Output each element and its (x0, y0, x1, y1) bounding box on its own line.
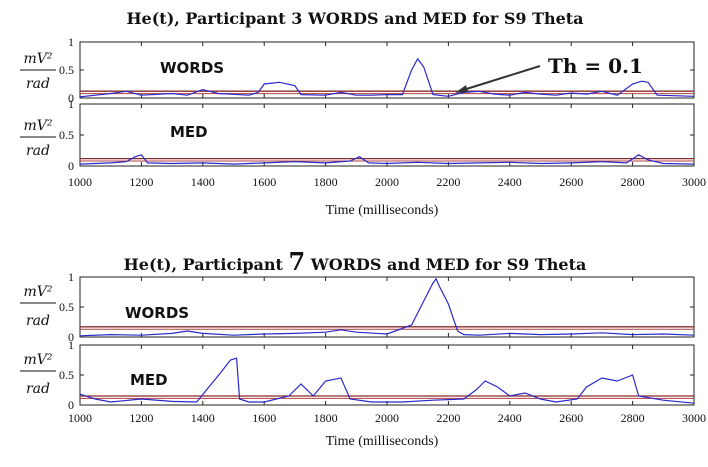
x-tick-label: 1000 (68, 411, 92, 425)
top-words-ylabel-den: rad (26, 76, 50, 92)
top-med-panel: 0 0.5 1 1000 1200 1400 1600 1800 2000 2200 2400 260… (59, 97, 706, 189)
x-tick-label: 1800 (314, 411, 338, 425)
y-tick-label: 0 (68, 159, 74, 173)
x-tick-label: 2600 (559, 175, 583, 189)
top-words-panel: 0 0.5 1 WORDS (59, 35, 695, 105)
y-tick-label: 1 (68, 97, 74, 111)
series-line (79, 154, 695, 165)
x-tick-label: 2400 (498, 175, 522, 189)
y-tick-label: 0.5 (59, 128, 74, 142)
x-tick-label: 1600 (252, 175, 276, 189)
bottom-med-ylabel-num: mV² (24, 352, 53, 368)
bottom-title-number: 7 (288, 247, 305, 276)
y-tick-label: 0.5 (59, 300, 74, 314)
x-tick-label: 3000 (682, 411, 706, 425)
top-med-ylabel-den: rad (26, 143, 50, 159)
panel-label: WORDS (160, 59, 224, 77)
y-tick-label: 0 (68, 91, 74, 105)
y-tick-label: 1 (68, 270, 74, 284)
x-tick-label: 1200 (129, 411, 153, 425)
panel-label: MED (130, 371, 168, 389)
x-tick-label: 1600 (252, 411, 276, 425)
series-line (79, 277, 695, 337)
bottom-chart-title: He(t), Participant 7 WORDS and MED for S… (124, 247, 587, 276)
x-tick-label: 2000 (375, 175, 399, 189)
x-tick-label: 1800 (314, 175, 338, 189)
x-tick-label: 1000 (68, 175, 92, 189)
threshold-annotation: Th = 0.1 (548, 54, 643, 78)
bottom-title-part1: He(t), Participant (124, 255, 289, 274)
y-tick-label: 1 (68, 35, 74, 49)
top-words-ylabel-num: mV² (24, 51, 53, 67)
y-tick-label: 0 (68, 330, 74, 344)
bottom-med-ylabel-den: rad (26, 381, 50, 397)
y-tick-label: 0 (68, 398, 74, 412)
x-tick-label: 2200 (436, 411, 460, 425)
y-tick-label: 0.5 (59, 63, 74, 77)
x-tick-label: 2200 (436, 175, 460, 189)
bottom-title-part3: WORDS and MED for S9 Theta (305, 255, 586, 274)
top-med-ylabel-num: mV² (24, 118, 53, 134)
y-tick-label: 1 (68, 338, 74, 352)
x-tick-label: 1400 (191, 411, 215, 425)
y-tick-label: 0.5 (59, 368, 74, 382)
top-xlabel: Time (milliseconds) (326, 203, 439, 218)
x-tick-label: 2800 (621, 411, 645, 425)
threshold-arrow (459, 65, 541, 92)
x-tick-label: 3000 (682, 175, 706, 189)
x-tick-label: 2800 (621, 175, 645, 189)
x-tick-label: 2400 (498, 411, 522, 425)
threshold-arrowhead (455, 85, 468, 93)
series-line (79, 57, 695, 98)
x-tick-label: 1200 (129, 175, 153, 189)
top-chart-title: He(t), Participant 3 WORDS and MED for S… (126, 9, 583, 28)
bottom-words-ylabel-den: rad (26, 313, 50, 329)
plot-frame (79, 344, 695, 406)
bottom-words-ylabel-num: mV² (24, 284, 53, 300)
panel-label: WORDS (125, 304, 189, 322)
series-line (79, 357, 695, 404)
bottom-xlabel: Time (milliseconds) (326, 434, 439, 449)
x-tick-label: 1400 (191, 175, 215, 189)
x-tick-label: 2000 (375, 411, 399, 425)
bottom-words-panel: 0 0.5 1 WORDS (59, 270, 695, 344)
x-tick-label: 2600 (559, 411, 583, 425)
panel-label: MED (170, 123, 208, 141)
bottom-med-panel: 0 0.5 1 1000 1200 1400 1600 1800 2000 2200 2400 260… (59, 338, 706, 425)
